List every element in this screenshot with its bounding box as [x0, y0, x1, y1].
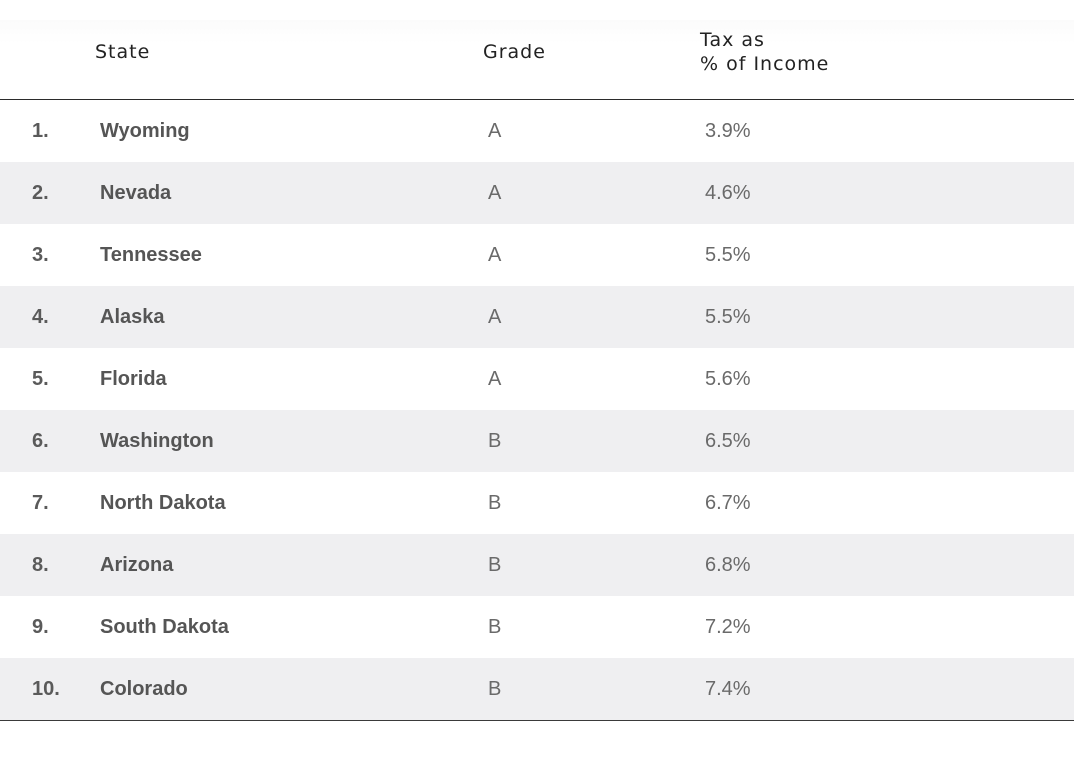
table-row: 5. Florida A 5.6%	[0, 348, 1074, 410]
header-tax-percent: Tax as % of Income	[700, 29, 830, 75]
rank-cell: 10.	[32, 678, 60, 700]
state-cell: Nevada	[100, 182, 172, 204]
rank-cell: 2.	[32, 182, 49, 204]
tax-percent-cell: 3.9%	[705, 120, 751, 142]
state-cell: North Dakota	[100, 492, 226, 514]
grade-cell: A	[488, 368, 502, 390]
rank-cell: 1.	[32, 120, 49, 142]
grade-cell: B	[488, 678, 502, 700]
table-body: 1. Wyoming A 3.9% 2. Nevada A 4.6% 3. Tennessee A 5…	[0, 100, 1074, 721]
rank-cell: 6.	[32, 430, 49, 452]
grade-cell: A	[488, 306, 502, 328]
table-row: 4. Alaska A 5.5%	[0, 286, 1074, 348]
header-grade: Grade	[483, 41, 546, 63]
grade-cell: B	[488, 554, 502, 576]
rank-cell: 5.	[32, 368, 49, 390]
state-cell: South Dakota	[100, 616, 229, 638]
tax-percent-cell: 5.6%	[705, 368, 751, 390]
tax-percent-cell: 5.5%	[705, 306, 751, 328]
rank-cell: 7.	[32, 492, 49, 514]
grade-cell: B	[488, 492, 502, 514]
rank-cell: 3.	[32, 244, 49, 266]
table-row: 1. Wyoming A 3.9%	[0, 100, 1074, 162]
table-row: 6. Washington B 6.5%	[0, 410, 1074, 472]
table-row: 3. Tennessee A 5.5%	[0, 224, 1074, 286]
state-cell: Alaska	[100, 306, 165, 328]
state-cell: Tennessee	[100, 244, 202, 266]
tax-percent-cell: 5.5%	[705, 244, 751, 266]
table-header: State Grade Tax as % of Income	[0, 20, 1074, 100]
tax-percent-cell: 6.8%	[705, 554, 751, 576]
state-cell: Washington	[100, 430, 214, 452]
tax-percent-cell: 7.4%	[705, 678, 751, 700]
tax-percent-cell: 6.5%	[705, 430, 751, 452]
table-row: 8. Arizona B 6.8%	[0, 534, 1074, 596]
header-state: State	[95, 41, 151, 63]
tax-percent-cell: 7.2%	[705, 616, 751, 638]
rank-cell: 9.	[32, 616, 49, 638]
grade-cell: A	[488, 120, 502, 142]
table-row: 10. Colorado B 7.4%	[0, 658, 1074, 721]
state-cell: Colorado	[100, 678, 188, 700]
table-row: 7. North Dakota B 6.7%	[0, 472, 1074, 534]
grade-cell: A	[488, 244, 502, 266]
rank-cell: 8.	[32, 554, 49, 576]
table-row: 9. South Dakota B 7.2%	[0, 596, 1074, 658]
table-row: 2. Nevada A 4.6%	[0, 162, 1074, 224]
grade-cell: B	[488, 616, 502, 638]
tax-percent-cell: 4.6%	[705, 182, 751, 204]
grade-cell: A	[488, 182, 502, 204]
state-cell: Arizona	[100, 554, 174, 576]
state-cell: Florida	[100, 368, 167, 390]
tax-ranking-table: State Grade Tax as % of Income 1. Wyoming…	[0, 20, 1074, 721]
tax-percent-cell: 6.7%	[705, 492, 751, 514]
grade-cell: B	[488, 430, 502, 452]
rank-cell: 4.	[32, 306, 49, 328]
state-cell: Wyoming	[100, 120, 190, 142]
